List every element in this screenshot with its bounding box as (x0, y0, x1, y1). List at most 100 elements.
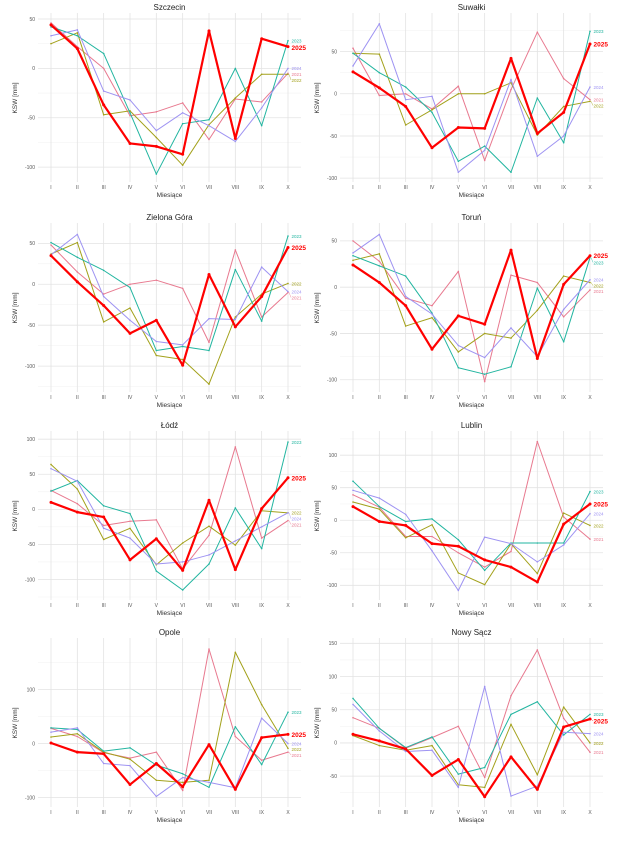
data-point (155, 173, 158, 175)
data-point (456, 126, 460, 130)
x-axis-title: Miesiące (157, 402, 183, 409)
series-2024: 2024 (50, 467, 302, 565)
data-point (260, 537, 263, 539)
x-tick-label: II (76, 810, 79, 816)
data-point (404, 325, 407, 327)
data-point (234, 97, 237, 99)
x-axis-title: Miesiące (459, 402, 485, 409)
series-line (50, 651, 289, 783)
series-end-label: 2024 (292, 741, 303, 746)
series-end-label: 2025 (292, 245, 307, 252)
data-point (509, 755, 513, 759)
series-end-label: 2024 (594, 731, 605, 736)
y-tick-label: -100 (327, 176, 337, 182)
y-tick-label: 50 (331, 708, 337, 714)
data-point (378, 744, 381, 747)
x-tick-label: VIII (534, 603, 542, 609)
data-point (431, 535, 433, 538)
x-tick-label: VIII (232, 395, 240, 401)
data-point (536, 281, 539, 284)
data-point (378, 71, 381, 74)
data-point (351, 263, 355, 267)
data-point (589, 86, 591, 88)
data-point (260, 73, 263, 76)
series-2024: 2024 (352, 233, 604, 359)
data-point (76, 733, 79, 735)
data-point (404, 124, 407, 126)
x-tick-label: V (155, 185, 159, 191)
data-point (352, 47, 354, 50)
data-point (404, 513, 407, 516)
data-point (562, 706, 565, 708)
data-point (260, 266, 263, 268)
series-2023: 2023 (50, 440, 302, 591)
data-point (589, 281, 591, 284)
data-point (75, 47, 79, 51)
data-point (208, 779, 210, 782)
data-point (208, 138, 210, 141)
data-point (483, 126, 487, 130)
data-point (154, 762, 158, 765)
x-tick-label: II (378, 810, 381, 816)
data-point (287, 441, 289, 443)
data-point (260, 124, 263, 127)
data-point (234, 735, 237, 738)
series-end-label: 2024 (292, 290, 303, 295)
series-end-label: 2024 (292, 66, 303, 71)
data-point (181, 344, 184, 346)
data-point (50, 467, 52, 470)
data-point (287, 751, 289, 753)
series-line (50, 235, 289, 352)
y-tick-label: 50 (29, 241, 35, 247)
series-2024: 2024 (352, 489, 604, 592)
data-point (129, 114, 131, 117)
data-point (352, 501, 354, 503)
data-point (129, 283, 131, 286)
data-point (404, 295, 407, 298)
data-point (431, 111, 433, 114)
series-end-label: 2025 (292, 475, 307, 482)
data-point (286, 45, 290, 49)
data-point (208, 786, 210, 789)
x-tick-label: VI (482, 810, 487, 816)
data-point (352, 489, 354, 492)
series-2025: 2025 (49, 23, 306, 156)
data-point (589, 289, 591, 291)
data-point (50, 22, 52, 24)
data-point (49, 500, 53, 504)
data-point (457, 366, 460, 369)
data-point (181, 776, 184, 779)
data-point (536, 542, 539, 544)
x-tick-label: IX (259, 395, 264, 401)
data-point (457, 351, 460, 353)
data-point (431, 518, 433, 520)
data-point (510, 542, 512, 545)
series-end-label: 2025 (292, 732, 307, 739)
data-point (377, 739, 381, 743)
data-point (457, 551, 460, 554)
data-point (562, 734, 565, 736)
data-point (483, 795, 487, 799)
data-point (483, 159, 486, 162)
data-point (589, 751, 591, 754)
data-point (207, 272, 211, 276)
panel-title: Toruń (461, 213, 481, 222)
data-point (181, 542, 184, 544)
series-line (352, 489, 591, 591)
series-end-label: 2021 (594, 537, 605, 542)
data-point (234, 249, 237, 251)
data-point (155, 111, 158, 113)
data-point (50, 463, 52, 466)
data-point (208, 525, 210, 527)
series-2023: 2023 (352, 480, 604, 572)
x-tick-label: III (102, 185, 106, 191)
data-point (50, 736, 52, 738)
data-point (129, 286, 131, 289)
data-point (562, 308, 565, 311)
label-leader-line (590, 282, 594, 286)
data-point (483, 373, 486, 375)
